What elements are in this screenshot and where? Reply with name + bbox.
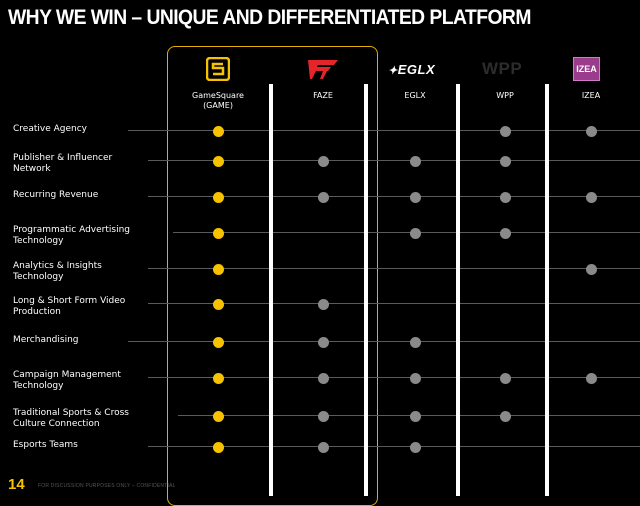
capability-label: Recurring Revenue [13,190,99,200]
row-divider-line [148,377,640,378]
capability-dot-eglx [410,411,421,422]
capability-dot-wpp [500,411,511,422]
row-divider-line [128,341,640,342]
column-header-eglx: EGLX [404,91,426,100]
capability-dot-eglx [410,442,421,453]
capability-label: Publisher & Influencer Network [13,153,113,174]
row-divider-line [148,160,640,161]
column-separator [364,84,368,496]
column-header-izea: IZEA [581,91,601,100]
capability-dot-eglx [410,192,421,203]
izea-logo-icon: IZEA [573,57,600,81]
capability-label: Analytics & Insights Technology [13,261,102,282]
capability-dot-wpp [500,192,511,203]
capability-dot-faze [318,192,329,203]
capability-dot-game [213,192,224,203]
capability-label: Programmatic Advertising Technology [13,225,131,246]
capability-dot-game [213,299,224,310]
capability-dot-eglx [410,228,421,239]
capability-dot-game [213,264,224,275]
capability-dot-game [213,156,224,167]
capability-dot-eglx [410,337,421,348]
capability-label: Long & Short Form Video Production [13,296,126,317]
row-divider-line [148,196,640,197]
capability-dot-game [213,337,224,348]
capability-dot-eglx [410,373,421,384]
column-header-game: GameSquare (GAME) [192,91,244,110]
capability-label: Merchandising [13,335,79,345]
page-title: WHY WE WIN – UNIQUE AND DIFFERENTIATED P… [8,6,531,29]
capability-dot-faze [318,373,329,384]
row-divider-line [148,303,640,304]
capability-dot-faze [318,299,329,310]
capability-label: Creative Agency [13,124,87,134]
column-separator [456,84,460,496]
eglx-logo-icon: ✦EGLX [388,62,436,77]
gamesquare-logo-icon [206,57,230,81]
column-separator [269,84,273,496]
capability-label: Esports Teams [13,440,78,450]
row-divider-line [173,232,640,233]
column-header-faze: FAZE [313,91,333,100]
capability-dot-game [213,442,224,453]
capability-dot-faze [318,337,329,348]
capability-dot-wpp [500,228,511,239]
capability-dot-izea [586,373,597,384]
row-divider-line [148,446,640,447]
capability-dot-wpp [500,156,511,167]
page-number: 14 [8,476,25,493]
capability-dot-izea [586,126,597,137]
capability-dot-game [213,411,224,422]
capability-label: Traditional Sports & Cross Culture Conne… [13,408,129,429]
row-divider-line [148,268,640,269]
capability-dot-eglx [410,156,421,167]
wpp-logo-icon: WPP [482,59,522,79]
capability-dot-game [213,373,224,384]
capability-dot-izea [586,192,597,203]
column-separator [545,84,549,496]
capability-dot-game [213,126,224,137]
capability-dot-wpp [500,373,511,384]
capability-dot-izea [586,264,597,275]
row-divider-line [128,130,640,131]
confidential-footnote: FOR DISCUSSION PURPOSES ONLY – CONFIDENT… [38,483,176,489]
capability-dot-faze [318,156,329,167]
capability-dot-faze [318,442,329,453]
capability-dot-game [213,228,224,239]
row-divider-line [178,415,640,416]
capability-label: Campaign Management Technology [13,370,121,391]
faze-logo-icon [308,60,338,79]
wpp-logo-text: WPP [482,59,523,78]
eglx-logo-text: EGLX [397,62,436,77]
capability-dot-faze [318,411,329,422]
izea-logo-text: IZEA [576,64,597,74]
capability-dot-wpp [500,126,511,137]
column-header-wpp: WPP [496,91,514,100]
